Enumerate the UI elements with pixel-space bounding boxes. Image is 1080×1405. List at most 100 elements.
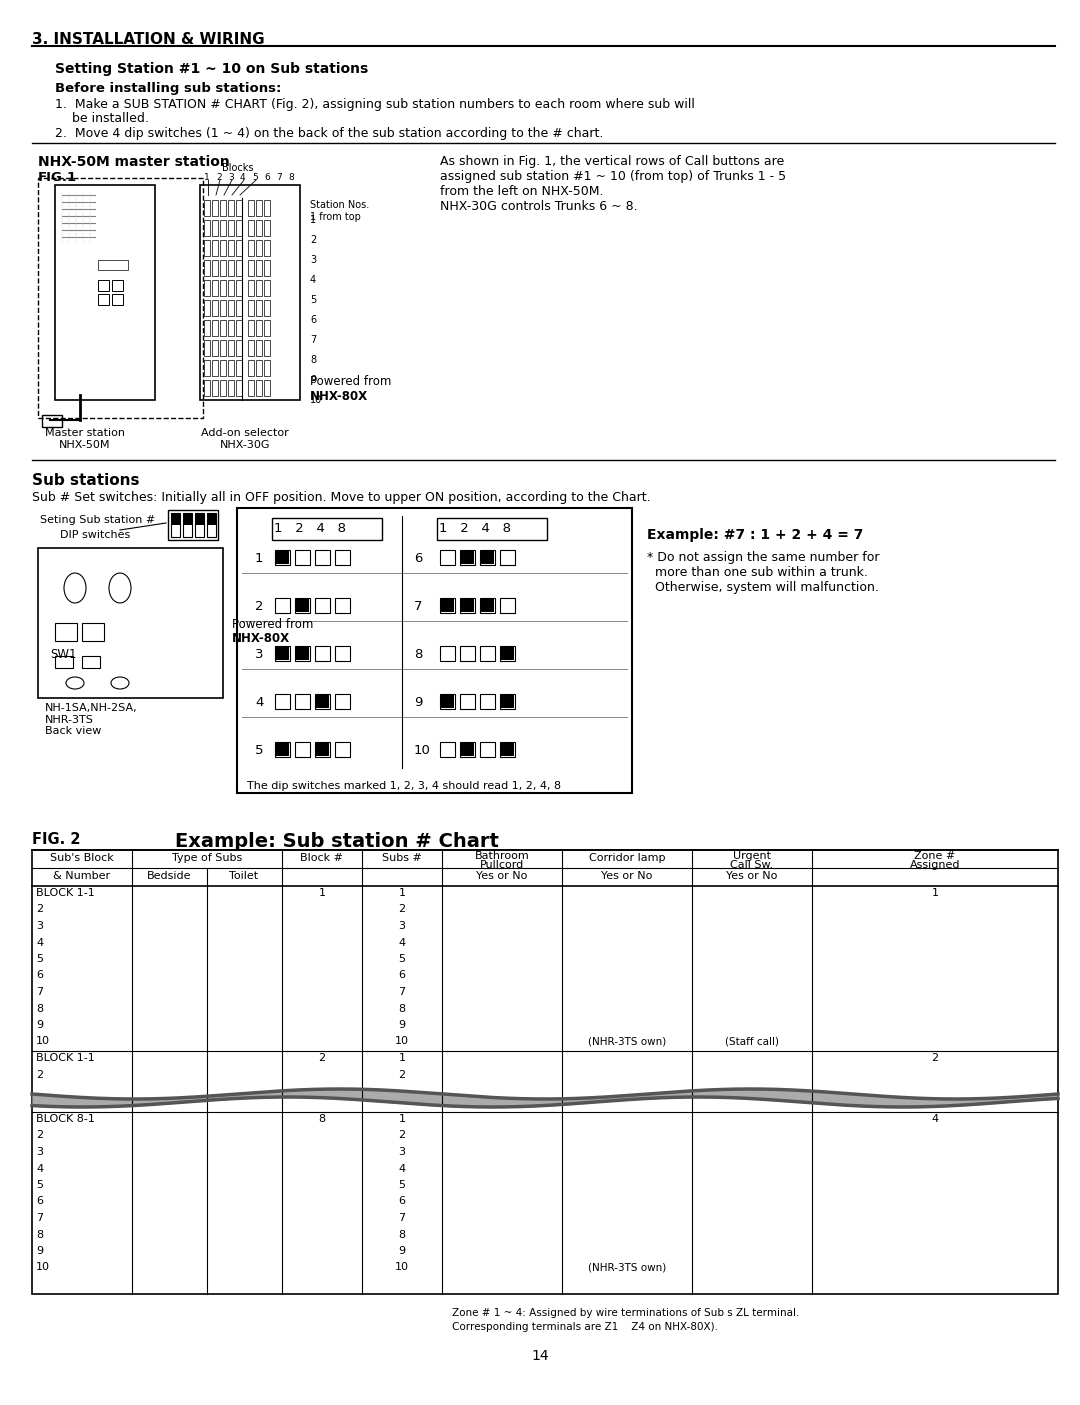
Bar (112, 294, 123, 305)
Text: 2: 2 (399, 905, 406, 915)
Text: 6: 6 (399, 971, 405, 981)
Bar (204, 280, 210, 296)
Bar (461, 551, 474, 563)
Text: NHX-50M master station: NHX-50M master station (38, 155, 230, 169)
Bar (82, 622, 104, 641)
Text: 1: 1 (931, 888, 939, 898)
Text: NH-1SA,NH-2SA,
NHR-3TS
Back view: NH-1SA,NH-2SA, NHR-3TS Back view (45, 702, 137, 736)
Bar (228, 360, 234, 377)
Bar (228, 379, 234, 396)
Text: 9: 9 (36, 1246, 43, 1256)
Bar (256, 379, 262, 396)
Bar (480, 599, 495, 613)
Bar (207, 513, 216, 525)
Bar (481, 599, 494, 613)
Bar (335, 599, 350, 613)
Text: 1.  Make a SUB STATION # CHART (Fig. 2), assigning sub station numbers to each r: 1. Make a SUB STATION # CHART (Fig. 2), … (55, 98, 694, 111)
Text: Corridor lamp: Corridor lamp (589, 853, 665, 863)
Text: 5: 5 (255, 745, 264, 757)
Text: 3: 3 (399, 1146, 405, 1156)
Bar (315, 742, 330, 757)
Bar (248, 379, 254, 396)
Bar (275, 742, 291, 757)
Text: FIG.1: FIG.1 (38, 171, 77, 184)
Bar (460, 742, 475, 757)
Bar (212, 360, 218, 377)
Text: 4: 4 (399, 937, 406, 947)
Bar (276, 743, 289, 756)
Text: 10: 10 (414, 745, 431, 757)
Bar (220, 200, 226, 216)
Text: 1: 1 (204, 173, 210, 183)
Text: 5: 5 (252, 173, 258, 183)
Bar (264, 360, 270, 377)
Bar (248, 280, 254, 296)
Bar (183, 513, 192, 525)
Bar (256, 240, 262, 256)
Text: Toilet: Toilet (229, 871, 258, 881)
Bar (183, 513, 192, 537)
Bar (296, 599, 309, 613)
Bar (315, 599, 330, 613)
Bar (256, 340, 262, 355)
Text: 2: 2 (36, 1131, 43, 1141)
Bar (480, 694, 495, 710)
Bar (237, 340, 242, 355)
Text: be installed.: be installed. (72, 112, 149, 125)
Bar (295, 694, 310, 710)
Bar (256, 320, 262, 336)
Bar (461, 743, 474, 756)
Bar (237, 320, 242, 336)
Text: Add-on selector: Add-on selector (201, 429, 288, 438)
Bar (275, 599, 291, 613)
Text: Yes or No: Yes or No (727, 871, 778, 881)
Bar (204, 221, 210, 236)
Text: 9: 9 (310, 375, 316, 385)
Bar (335, 742, 350, 757)
Text: 7: 7 (310, 334, 316, 346)
Text: 6: 6 (310, 315, 316, 325)
Bar (248, 200, 254, 216)
Text: 2: 2 (319, 1052, 325, 1064)
Text: 6: 6 (414, 552, 422, 565)
Text: NHX-50M: NHX-50M (59, 440, 111, 450)
Text: 10: 10 (310, 395, 322, 405)
Bar (501, 646, 514, 660)
Bar (264, 280, 270, 296)
Bar (248, 221, 254, 236)
Bar (440, 549, 455, 565)
Bar (204, 320, 210, 336)
Bar (228, 320, 234, 336)
Bar (112, 280, 123, 291)
Text: 1: 1 (255, 552, 264, 565)
Bar (195, 513, 204, 525)
Bar (276, 551, 289, 563)
Text: Master station: Master station (45, 429, 125, 438)
Bar (440, 646, 455, 660)
Text: 1: 1 (399, 1052, 405, 1064)
Bar (204, 240, 210, 256)
Text: Sub's Block: Sub's Block (50, 853, 113, 863)
Text: 9: 9 (414, 695, 422, 710)
Bar (171, 513, 180, 525)
Bar (275, 646, 291, 660)
Bar (316, 695, 329, 708)
Bar (248, 320, 254, 336)
Text: 4: 4 (240, 173, 245, 183)
Bar (460, 694, 475, 710)
Bar (248, 260, 254, 275)
Text: NHX-30G: NHX-30G (219, 440, 270, 450)
Text: BLOCK 1-1: BLOCK 1-1 (36, 1052, 95, 1064)
Bar (212, 340, 218, 355)
Text: 8: 8 (36, 1003, 43, 1013)
Bar (441, 695, 454, 708)
Text: SW1: SW1 (50, 648, 77, 660)
Bar (220, 221, 226, 236)
Bar (256, 221, 262, 236)
Text: 10: 10 (395, 1037, 409, 1047)
Text: 4: 4 (931, 1114, 939, 1124)
Text: 14: 14 (531, 1349, 549, 1363)
Bar (220, 280, 226, 296)
Text: Setting Station #1 ~ 10 on Sub stations: Setting Station #1 ~ 10 on Sub stations (55, 62, 368, 76)
Text: 2.  Move 4 dip switches (1 ~ 4) on the back of the sub station according to the : 2. Move 4 dip switches (1 ~ 4) on the ba… (55, 126, 604, 140)
